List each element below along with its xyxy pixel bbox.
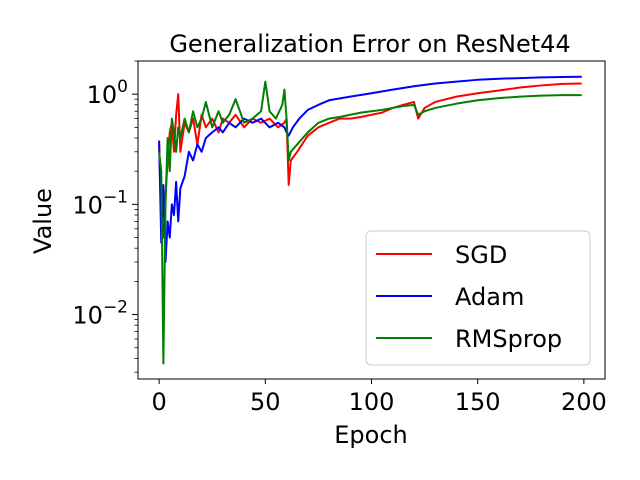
- legend-label-rmsprop: RMSprop: [455, 325, 562, 353]
- x-tick-label: 50: [250, 388, 281, 416]
- x-axis: 0 50 100 150 200: [151, 379, 607, 416]
- x-tick-label: 100: [349, 388, 395, 416]
- y-tick-label: 10−2: [72, 298, 128, 330]
- y-tick-label: 100: [87, 77, 128, 109]
- x-tick-label: 150: [455, 388, 501, 416]
- y-tick-label: 10−1: [72, 187, 128, 219]
- y-axis: 100 10−1 10−2: [72, 60, 138, 373]
- x-axis-label: Epoch: [334, 421, 408, 449]
- chart-title: Generalization Error on ResNet44: [169, 30, 570, 58]
- series-line-rmsprop: [158, 80, 582, 365]
- x-tick-label: 200: [561, 388, 607, 416]
- legend-box: [365, 230, 591, 366]
- legend-label-sgd: SGD: [455, 241, 507, 269]
- legend: SGD Adam RMSprop: [365, 230, 591, 366]
- x-tick-label: 0: [151, 388, 166, 416]
- legend-label-adam: Adam: [455, 283, 524, 311]
- series-line-adam: [158, 75, 582, 263]
- y-axis-label: Value: [29, 188, 57, 254]
- series-line-sgd: [158, 82, 582, 239]
